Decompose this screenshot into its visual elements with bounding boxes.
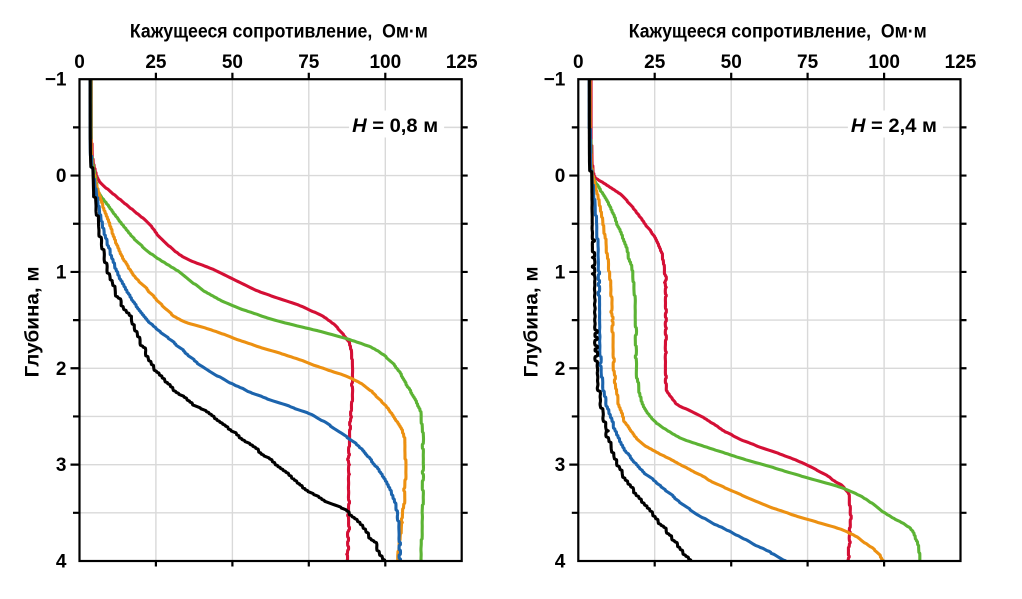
svg-text:75: 75 xyxy=(797,52,819,73)
svg-text:2: 2 xyxy=(56,359,67,380)
svg-text:75: 75 xyxy=(298,52,320,73)
svg-text:−1: −1 xyxy=(544,70,566,91)
svg-text:4: 4 xyxy=(56,552,67,573)
svg-text:4: 4 xyxy=(555,552,566,573)
svg-text:0: 0 xyxy=(56,166,67,187)
svg-text:Кажущееся сопротивление, Ом·м: Кажущееся сопротивление, Ом·м xyxy=(629,22,927,43)
svg-text:−1: −1 xyxy=(45,70,67,91)
svg-text:Кажущееся сопротивление, Ом·м: Кажущееся сопротивление, Ом·м xyxy=(130,22,428,43)
svg-text:H = 2,4 м: H = 2,4 м xyxy=(851,116,937,137)
svg-text:0: 0 xyxy=(555,166,566,187)
svg-text:Глубина, м: Глубина, м xyxy=(521,266,542,377)
svg-text:100: 100 xyxy=(369,52,401,73)
svg-text:25: 25 xyxy=(145,52,167,73)
svg-text:Глубина, м: Глубина, м xyxy=(23,266,44,377)
svg-text:50: 50 xyxy=(721,52,742,73)
svg-text:50: 50 xyxy=(222,52,243,73)
svg-text:0: 0 xyxy=(573,52,584,73)
svg-text:125: 125 xyxy=(446,52,478,73)
svg-text:125: 125 xyxy=(945,52,977,73)
svg-text:25: 25 xyxy=(644,52,666,73)
svg-text:1: 1 xyxy=(555,262,566,283)
svg-text:2: 2 xyxy=(555,359,566,380)
svg-text:0: 0 xyxy=(74,52,85,73)
svg-text:1: 1 xyxy=(56,262,67,283)
svg-text:3: 3 xyxy=(555,455,566,476)
svg-text:100: 100 xyxy=(868,52,900,73)
svg-text:3: 3 xyxy=(56,455,67,476)
svg-text:H = 0,8 м: H = 0,8 м xyxy=(352,116,438,137)
